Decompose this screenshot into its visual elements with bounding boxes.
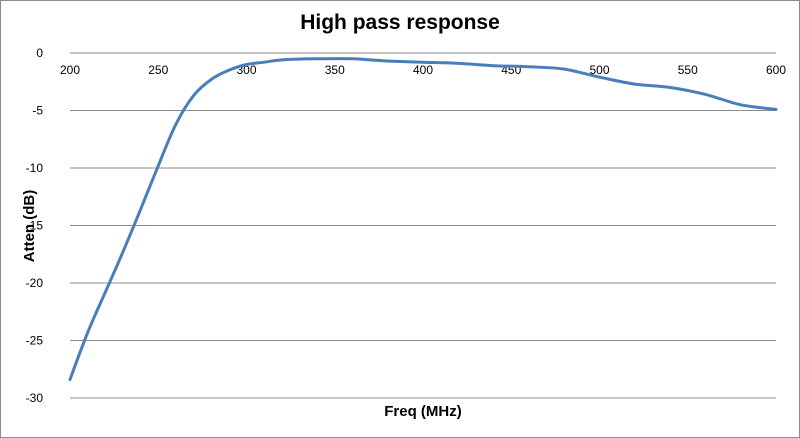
y-tick-label: -10 <box>26 161 44 175</box>
y-tick-label: -25 <box>26 334 44 348</box>
x-tick-label: 350 <box>325 63 345 77</box>
x-tick-label: 200 <box>60 63 80 77</box>
x-tick-label: 400 <box>413 63 433 77</box>
y-tick-label: -15 <box>26 219 44 233</box>
y-axis-title: Atten (dB) <box>21 190 38 262</box>
series-line <box>68 57 778 382</box>
x-tick-label: 500 <box>589 63 609 77</box>
x-tick-label: 600 <box>766 63 786 77</box>
chart-title: High pass response <box>300 11 500 34</box>
x-tick-label: 550 <box>678 63 698 77</box>
x-axis-ticks: 200 250 300 350 400 450 500 550 600 <box>60 63 786 77</box>
x-tick-label: 250 <box>148 63 168 77</box>
y-tick-label: -30 <box>26 391 44 405</box>
y-tick-label: -5 <box>32 104 43 118</box>
x-axis-title: Freq (MHz) <box>384 403 462 420</box>
gridlines <box>70 52 776 399</box>
y-tick-label: 0 <box>36 46 43 60</box>
y-tick-label: -20 <box>26 276 44 290</box>
y-axis-ticks: 0 -5 -10 -15 -20 -25 -30 <box>26 46 44 405</box>
